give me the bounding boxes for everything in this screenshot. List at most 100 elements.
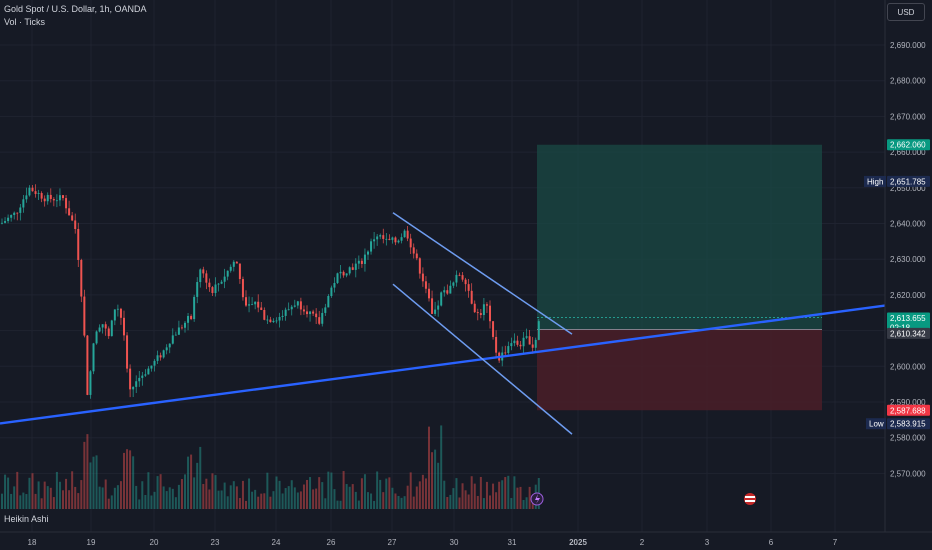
candle-body [77, 229, 80, 260]
candle-body [83, 296, 86, 336]
volume-bar [360, 478, 363, 509]
candle-body [86, 335, 89, 395]
volume-bar [452, 488, 455, 509]
candle-body [327, 296, 330, 308]
volume-bar [34, 493, 37, 509]
position-zones[interactable] [537, 144, 822, 411]
candle-body [537, 321, 540, 340]
volume-bar [86, 434, 89, 509]
candle-body [126, 335, 129, 369]
candle-body [254, 301, 257, 305]
take-profit-zone[interactable] [537, 144, 822, 330]
volume-bar [464, 490, 467, 509]
candle-body [260, 307, 263, 310]
volume-bar [315, 488, 318, 509]
volume-bar [284, 488, 287, 509]
chart-style-label: Heikin Ashi [4, 514, 49, 524]
volume-bar [354, 491, 357, 509]
candle-body [418, 258, 421, 274]
chart-title: Gold Spot / U.S. Dollar, 1h, OANDA [4, 4, 147, 14]
candle-body [367, 251, 369, 255]
chart-icons[interactable] [530, 492, 756, 506]
time-axis[interactable]: 18 19 20 23 24 26 27 30 31 2025 2 3 6 7 [0, 531, 932, 547]
volume-bar [473, 483, 476, 509]
candle-body [400, 237, 403, 241]
candle-body [278, 316, 281, 321]
currency-button[interactable]: USD [887, 3, 925, 21]
low-value-tag-bg [887, 418, 930, 430]
candle-body [522, 337, 525, 347]
lightning-icon[interactable] [530, 492, 544, 506]
volume-bar [324, 498, 327, 509]
candle-body [354, 263, 357, 270]
volume-bar [220, 490, 223, 509]
channel-upper-line[interactable] [392, 212, 573, 335]
time-tick-label: 7 [833, 538, 838, 547]
candle-body [492, 321, 495, 337]
candle-body [464, 279, 467, 285]
candle-body [113, 309, 116, 321]
us-flag-icon-circle[interactable] [744, 493, 756, 505]
volume-bar [251, 491, 254, 509]
candle-body [46, 194, 49, 202]
candle-body [119, 308, 122, 318]
candle-body [391, 237, 394, 240]
take-profit-tag-text: 2,662.060 [890, 141, 926, 150]
volume-bar [150, 495, 153, 509]
us-flag-icon[interactable] [744, 493, 756, 505]
price-tick-label: 2,660.000 [890, 148, 926, 157]
price-axis[interactable]: 2,690.000 2,680.000 2,670.000 2,660.000 2,65… [884, 0, 926, 532]
volume-bar [46, 486, 49, 509]
volume-bar [199, 446, 202, 509]
volume-bar [10, 493, 13, 509]
volume-bar [138, 499, 141, 509]
lightning-icon-glyph[interactable] [535, 494, 540, 504]
candle-body [507, 346, 510, 353]
candle-body [168, 343, 171, 348]
volume-bar [248, 478, 251, 509]
volume-bar [202, 483, 205, 509]
volume-bar [77, 493, 80, 509]
drawing-lines[interactable] [0, 212, 886, 435]
volume-bar [403, 496, 406, 509]
support-trendline[interactable] [0, 304, 886, 425]
candle-body [345, 273, 348, 276]
candle-body [489, 305, 491, 322]
volume-bar [397, 495, 400, 509]
candle-body [339, 271, 342, 274]
time-tick-label: 31 [508, 538, 517, 547]
channel-lower-line[interactable] [392, 283, 573, 435]
volume-bar [177, 484, 180, 509]
candle-body [485, 304, 488, 306]
candle-body [510, 343, 513, 347]
candle-body [245, 297, 247, 306]
candle-body [406, 230, 409, 239]
volume-bar [321, 482, 324, 509]
us-flag-icon-stripe[interactable] [745, 496, 755, 498]
candle-body [330, 287, 333, 297]
candle-body [440, 292, 443, 306]
candle-body [74, 220, 77, 230]
price-tick-label: 2,670.000 [890, 112, 926, 121]
volume-bar [318, 477, 321, 509]
volume-bar [129, 450, 132, 509]
candle-body [40, 193, 43, 199]
candle-body [101, 324, 104, 328]
candle-body [446, 290, 449, 294]
candle-body [409, 238, 412, 248]
candle-body [309, 311, 312, 315]
candle-body [31, 187, 34, 192]
time-tick-label: 2025 [569, 538, 587, 547]
candle-body [196, 282, 199, 297]
volume-bar [287, 486, 290, 509]
volume-bar [373, 500, 376, 509]
stop-loss-zone[interactable] [537, 329, 822, 411]
volume-bar [476, 495, 479, 509]
volume-bar [513, 476, 516, 509]
candle-body [434, 309, 437, 314]
volume-bar [428, 426, 430, 509]
price-tick-label: 2,630.000 [890, 255, 926, 264]
us-flag-icon-stripe[interactable] [745, 500, 755, 502]
candle-body [287, 309, 290, 311]
